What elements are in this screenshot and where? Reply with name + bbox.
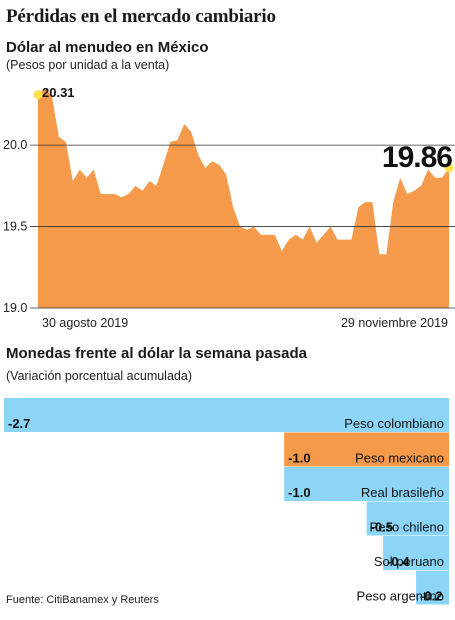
bar: [416, 570, 449, 605]
bar-chart-subtitle: (Variación porcentual acumulada): [6, 369, 192, 383]
area-chart-subtitle: (Pesos por unidad a la venta): [6, 58, 170, 72]
bar-value-label: -0.5: [371, 520, 393, 535]
bar: [366, 501, 449, 536]
bar: [284, 467, 449, 501]
last-value-label: 19.86: [382, 141, 452, 174]
last-point-marker: [444, 163, 454, 173]
bar-value-label: -0.4: [387, 554, 410, 569]
bar-value-label: -1.0: [288, 485, 310, 500]
bar-category-label: Peso chileno: [370, 520, 444, 535]
bar-category-label: Peso argentino: [357, 589, 444, 604]
y-tick-label: 19.0: [3, 301, 27, 315]
bar: [383, 536, 449, 570]
x-tick-label: 29 noviembre 2019: [341, 316, 448, 330]
bar: [4, 398, 449, 432]
area-series: [38, 88, 449, 308]
source-note: Fuente: CitiBanamex y Reuters: [6, 594, 159, 606]
bar-chart-title: Monedas frente al dólar la semana pasada: [6, 345, 307, 362]
bar-value-label: -0.2: [420, 589, 442, 604]
bar-value-label: -1.0: [288, 451, 310, 466]
first-point-marker: [33, 90, 43, 100]
y-tick-label: 19.5: [3, 220, 27, 234]
area-chart: 19.0 19.5 20.0 30 agosto 2019 29 noviembre 2…: [3, 85, 455, 330]
bar-value-label: -2.7: [8, 416, 30, 431]
bar-category-label: Peso mexicano: [355, 451, 444, 466]
bar: [284, 432, 449, 467]
area-chart-title: Dólar al menudeo en México: [6, 39, 209, 56]
chart-title: Pérdidas en el mercado cambiario: [6, 6, 276, 27]
x-tick-label: 30 agosto 2019: [42, 316, 128, 330]
first-value-label: 20.31: [42, 85, 75, 100]
y-tick-label: 20.0: [3, 138, 27, 152]
bar-category-label: Peso colombiano: [344, 416, 444, 431]
bar-category-label: Sol peruano: [374, 554, 444, 569]
bar-category-label: Real brasileño: [361, 485, 444, 500]
